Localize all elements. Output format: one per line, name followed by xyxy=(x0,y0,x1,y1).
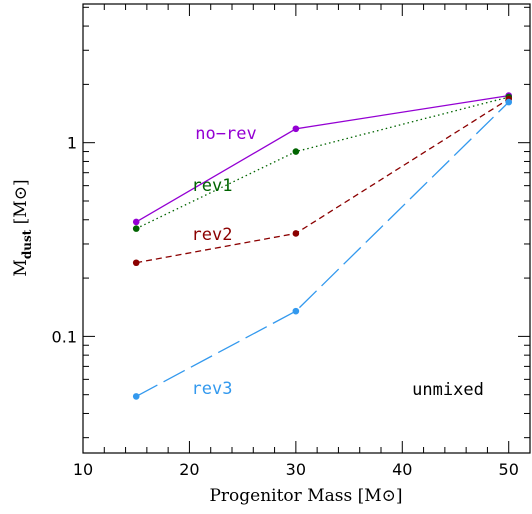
x-tick-label: 30 xyxy=(286,460,306,479)
x-tick-label: 50 xyxy=(499,460,519,479)
x-tick-label: 40 xyxy=(392,460,412,479)
series-label-rev3: rev3 xyxy=(192,379,233,399)
series-label-rev1: rev1 xyxy=(192,176,233,196)
y-axis-title-unit: [M⊙] xyxy=(11,179,31,224)
y-tick-label: 0.1 xyxy=(52,327,77,346)
data-point-no-rev xyxy=(132,218,140,226)
series-label-rev2: rev2 xyxy=(192,225,233,245)
series-line-rev3 xyxy=(135,101,510,397)
svg-text:Mdust [M⊙]: Mdust [M⊙] xyxy=(11,179,34,276)
axis-ticks: 10 20 30 40 50 0.1 1 xyxy=(52,4,531,479)
plot-frame xyxy=(82,3,531,454)
series-labels: no−rev rev1 rev2 rev3 xyxy=(192,124,257,399)
data-point-rev3 xyxy=(292,307,300,315)
series-line-no-rev xyxy=(135,94,509,223)
annotation-unmixed: unmixed xyxy=(412,380,484,400)
y-axis-title-main: M xyxy=(11,259,31,276)
y-axis-title: Mdust [M⊙] xyxy=(11,179,34,276)
data-point-rev1 xyxy=(292,148,300,155)
series-line-rev1 xyxy=(135,96,509,230)
data-point-rev3 xyxy=(132,393,140,400)
data-point-no-rev xyxy=(292,125,300,133)
series-label-no-rev: no−rev xyxy=(195,124,256,144)
data-point-rev2 xyxy=(132,259,140,267)
x-axis-title: Progenitor Mass [M⊙] xyxy=(209,486,402,506)
x-tick-label: 20 xyxy=(179,460,199,479)
data-point-rev3 xyxy=(505,98,513,106)
data-point-rev1 xyxy=(132,225,140,232)
data-point-rev2 xyxy=(292,230,300,237)
y-axis-title-sub: dust xyxy=(20,229,34,259)
y-tick-label: 1 xyxy=(67,134,77,153)
data-series xyxy=(132,92,513,400)
x-tick-label: 10 xyxy=(73,460,93,479)
